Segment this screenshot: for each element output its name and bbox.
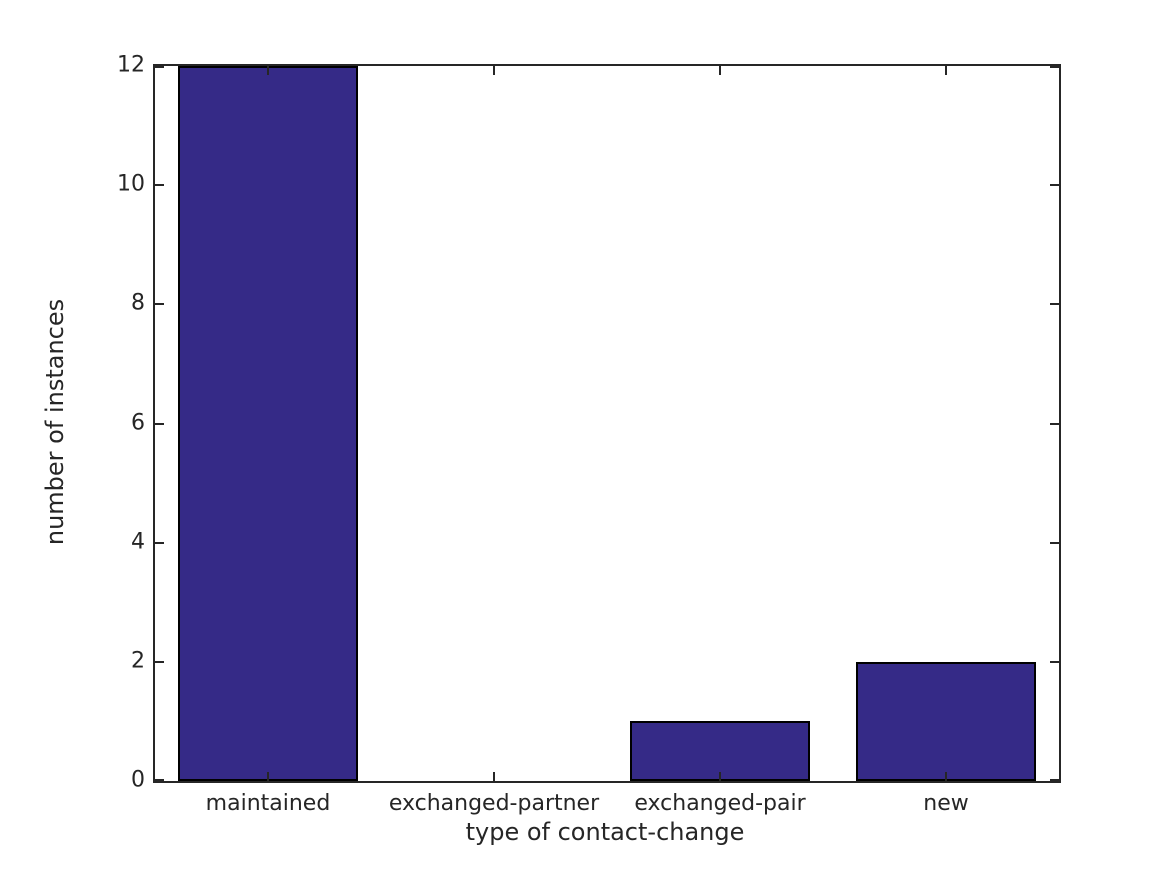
y-tick-right: [1050, 660, 1059, 663]
y-axis-label: number of instances: [41, 298, 70, 545]
plot-area: maintained exchanged-partner exchanged-pai…: [117, 53, 1061, 816]
y-tick-label: 8: [131, 290, 145, 316]
y-tick-label: 0: [131, 767, 145, 793]
y-tick-left: [155, 303, 164, 306]
y-tick-right: [1050, 184, 1059, 187]
x-tick-top: [267, 66, 269, 75]
y-tick-right: [1050, 541, 1059, 544]
x-tick-top: [945, 66, 947, 75]
bar-maintained: [177, 66, 359, 781]
y-tick-left: [155, 541, 164, 544]
x-tick-bottom: [945, 772, 947, 781]
x-tick-label: new: [923, 791, 969, 816]
x-tick-bottom: [267, 772, 269, 781]
y-tick-label: 10: [117, 171, 145, 197]
y-tick-left: [155, 184, 164, 187]
x-tick-label: exchanged-partner: [388, 791, 600, 816]
y-tick-left: [155, 779, 164, 781]
y-tick-left: [155, 422, 164, 425]
y-tick-label: 2: [131, 648, 145, 674]
x-tick-top: [719, 66, 721, 75]
y-tick-left: [155, 660, 164, 663]
y-tick-label: 12: [117, 52, 145, 78]
x-axis-label: type of contact-change: [465, 818, 745, 846]
y-tick-label: 4: [131, 529, 145, 555]
bar-new: [855, 661, 1037, 781]
x-tick-bottom: [493, 772, 495, 781]
y-tick-right: [1050, 779, 1059, 781]
y-tick-left: [155, 66, 164, 68]
x-tick-label: maintained: [205, 791, 331, 816]
x-tick-top: [493, 66, 495, 75]
y-tick-right: [1050, 422, 1059, 425]
y-tick-right: [1050, 66, 1059, 68]
y-tick-right: [1050, 303, 1059, 306]
y-tick-label: 6: [131, 410, 145, 435]
x-tick-bottom: [719, 772, 721, 781]
x-tick-label: exchanged-pair: [634, 791, 806, 816]
